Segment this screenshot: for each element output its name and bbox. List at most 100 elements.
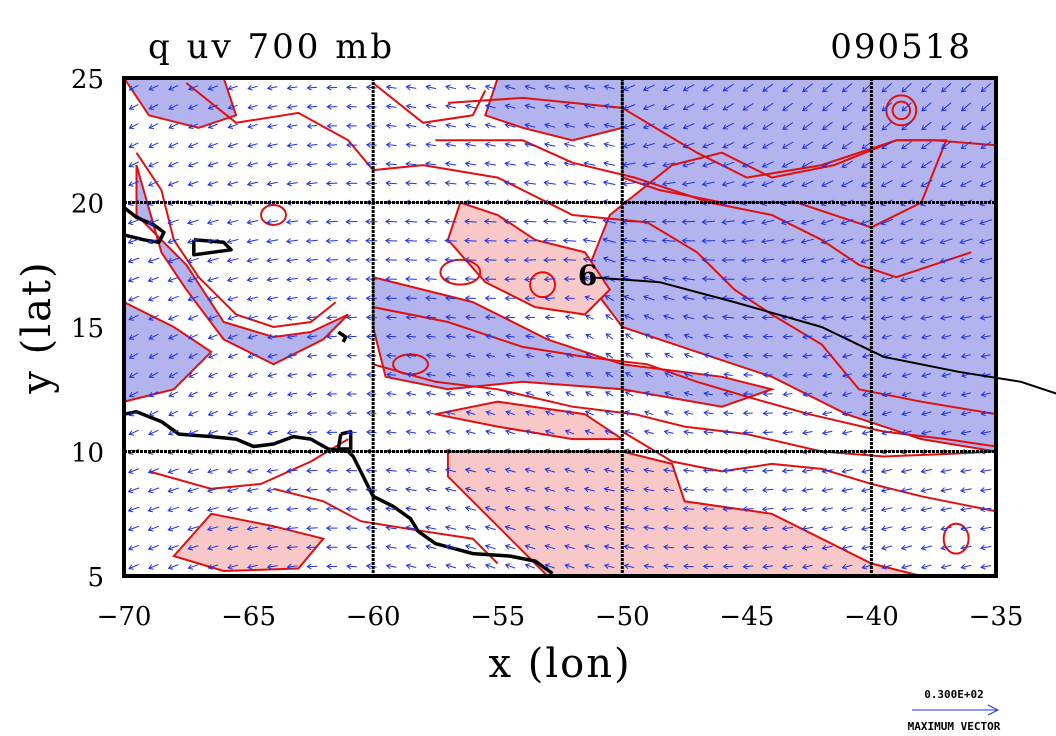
wind-vector [267, 372, 278, 378]
wind-vector-shaft [267, 526, 278, 530]
wind-vector [505, 410, 515, 416]
wind-vector [683, 352, 694, 359]
wind-vector [960, 83, 972, 93]
wind-vector-head [960, 372, 967, 378]
wind-vector-shaft [207, 257, 219, 262]
wind-vector-head [921, 391, 927, 398]
wind-vector [167, 295, 179, 302]
wind-vector [544, 505, 556, 512]
wind-vector-head [445, 563, 451, 569]
wind-vector-head [741, 257, 747, 264]
wind-vector-shaft [287, 431, 298, 434]
wind-vector-head [484, 295, 490, 302]
wind-vector-head [483, 237, 490, 244]
wind-vector [168, 372, 179, 378]
wind-vector [702, 295, 715, 301]
wind-vector [523, 237, 537, 244]
wind-vector-shaft [605, 352, 614, 359]
wind-vector [464, 84, 476, 91]
wind-vector [662, 142, 675, 149]
wind-vector-head [524, 103, 530, 110]
wind-vector-head [306, 410, 313, 417]
wind-vector-shaft [622, 239, 636, 242]
wind-vector [247, 123, 258, 129]
wind-vector-head [345, 505, 351, 512]
wind-vector-head [723, 391, 729, 397]
wind-vector-shaft [426, 105, 437, 109]
wind-vector-head [959, 276, 965, 283]
wind-vector [621, 218, 637, 225]
wind-vector-shaft [129, 84, 139, 91]
wind-vector-head [841, 410, 848, 417]
wind-vector-shaft [386, 201, 398, 204]
wind-vector [682, 123, 695, 130]
wind-vector [723, 352, 733, 359]
wind-vector [900, 314, 913, 321]
wind-vector-shaft [981, 354, 991, 358]
wind-vector-head [602, 218, 608, 224]
wind-vector-head [800, 257, 807, 264]
wind-vector [504, 563, 516, 569]
wind-vector-shaft [782, 526, 794, 530]
wind-vector-head [207, 544, 213, 551]
wind-vector-head [802, 333, 808, 340]
wind-vector [325, 486, 338, 493]
wind-vector [682, 314, 695, 320]
wind-vector [266, 544, 278, 551]
wind-vector-shaft [781, 258, 795, 262]
wind-vector [880, 506, 893, 513]
wind-vector-head [326, 103, 332, 110]
wind-vector [266, 276, 279, 283]
wind-vector [802, 353, 813, 359]
wind-vector-head [484, 486, 491, 493]
wind-vector-head [603, 544, 610, 550]
wind-vector-head [365, 122, 372, 129]
wind-vector-shaft [188, 123, 199, 129]
wind-vector-head [543, 180, 549, 186]
wind-vector [780, 238, 795, 245]
wind-vector [940, 160, 952, 168]
wind-vector [425, 161, 437, 167]
wind-vector-head [702, 86, 709, 92]
wind-vector-head [901, 334, 907, 340]
wind-vector-head [405, 391, 412, 397]
wind-vector-head [405, 122, 411, 129]
wind-vector-shaft [544, 259, 557, 261]
wind-vector-shaft [979, 238, 993, 244]
wind-vector-shaft [129, 123, 139, 129]
wind-vector [980, 429, 992, 436]
wind-vector-head [345, 276, 351, 283]
wind-vector [545, 333, 555, 340]
wind-vector-shaft [642, 182, 656, 185]
wind-vector-shaft [722, 122, 734, 130]
wind-vector-shaft [583, 220, 597, 224]
wind-vector-shaft [307, 354, 317, 357]
wind-vector-shaft [227, 258, 239, 262]
wind-vector [465, 391, 476, 397]
wind-vector-head [900, 506, 907, 513]
wind-vector [306, 142, 318, 149]
wind-vector-head [326, 314, 332, 321]
wind-vector-shaft [980, 507, 992, 511]
wind-vector-head [919, 295, 926, 302]
wind-vector-head [544, 122, 550, 129]
wind-vector-head [860, 219, 866, 226]
wind-vector-shaft [664, 372, 674, 378]
wind-vector-head [544, 295, 550, 302]
wind-vector-shaft [505, 430, 516, 435]
wind-vector-head [285, 219, 292, 225]
wind-vector-head [207, 410, 214, 417]
wind-vector-head [702, 563, 709, 570]
wind-vector-shaft [782, 122, 794, 130]
wind-vector [188, 353, 198, 359]
wind-vector-head [285, 238, 292, 244]
wind-vector-head [642, 161, 648, 168]
wind-vector-shaft [682, 259, 696, 261]
wind-vector [464, 161, 477, 167]
wind-vector-head [385, 505, 391, 512]
wind-vector-shaft [506, 411, 515, 416]
wind-vector-head [802, 105, 808, 112]
wind-vector-head [545, 391, 551, 397]
wind-vector [821, 141, 833, 149]
wind-vector-shaft [545, 411, 555, 416]
